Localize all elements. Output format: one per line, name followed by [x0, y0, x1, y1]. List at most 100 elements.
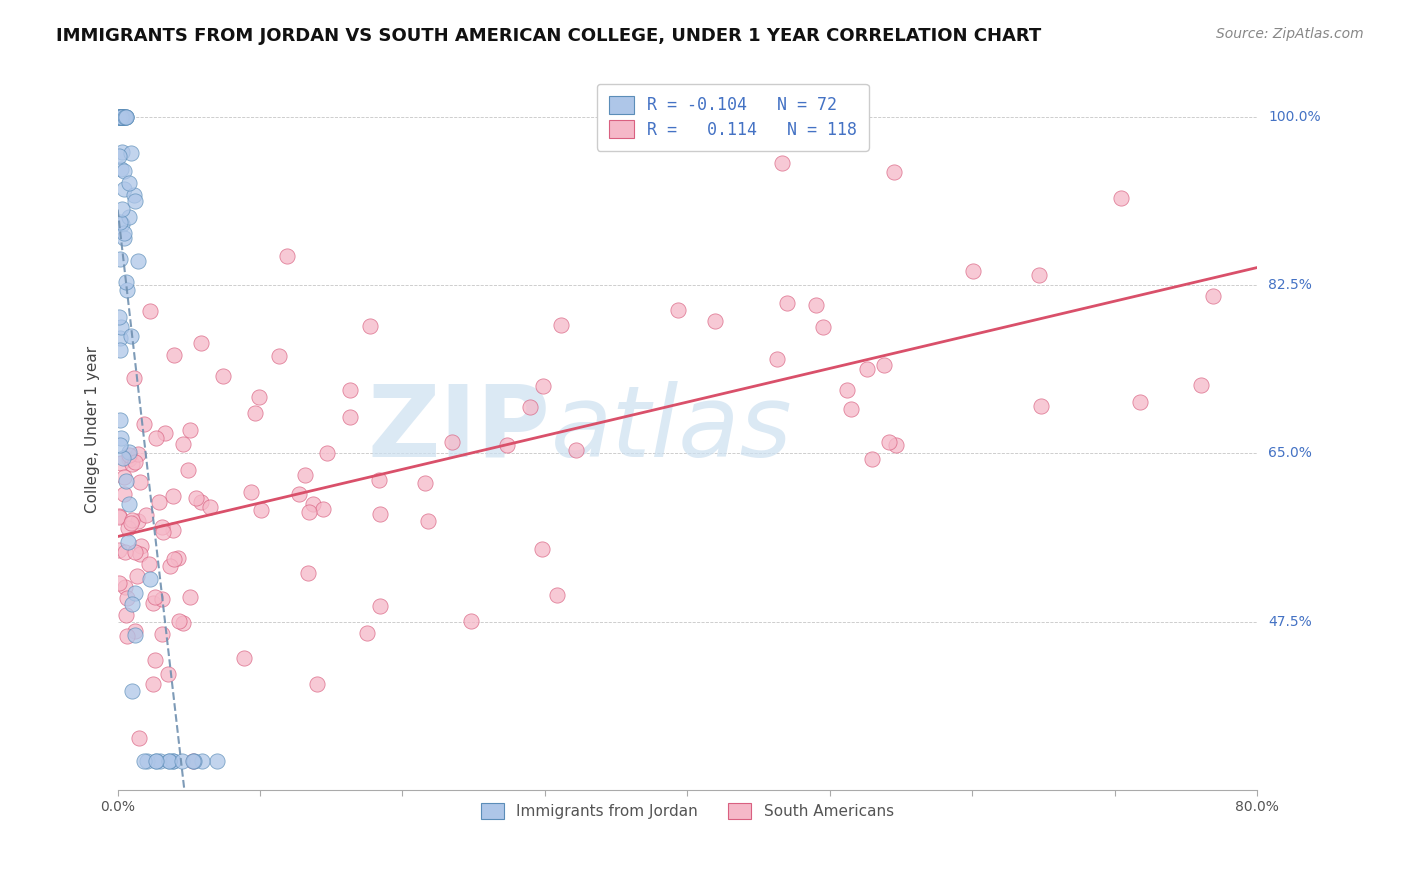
Point — [108, 343, 131, 357]
Point — [108, 510, 131, 524]
Point — [139, 304, 162, 318]
Point — [776, 295, 799, 310]
Text: ZIP: ZIP — [368, 381, 551, 478]
Point — [108, 509, 131, 524]
Point — [162, 754, 184, 768]
Point — [162, 754, 184, 768]
Point — [118, 445, 141, 459]
Point — [114, 475, 136, 489]
Point — [239, 484, 262, 499]
Point — [247, 390, 270, 404]
Point — [172, 754, 194, 768]
Point — [233, 651, 256, 665]
Point — [129, 539, 152, 553]
Point — [150, 591, 173, 606]
Point — [839, 402, 862, 417]
Point — [872, 358, 894, 372]
Point — [198, 500, 221, 515]
Point — [110, 110, 132, 124]
Point — [167, 551, 190, 566]
Point — [122, 187, 145, 202]
Point — [136, 754, 159, 768]
Point — [114, 110, 136, 124]
Point — [108, 575, 131, 590]
Point — [108, 110, 131, 124]
Point — [163, 552, 186, 566]
Point — [111, 451, 134, 466]
Point — [860, 451, 883, 466]
Point — [159, 559, 181, 574]
Text: 47.5%: 47.5% — [1268, 615, 1312, 629]
Text: 82.5%: 82.5% — [1268, 278, 1312, 292]
Point — [115, 629, 138, 643]
Point — [157, 754, 180, 768]
Point — [316, 446, 339, 460]
Point — [122, 371, 145, 385]
Point — [190, 336, 212, 351]
Point — [1111, 191, 1133, 205]
Point — [157, 754, 180, 768]
Point — [1202, 289, 1225, 303]
Point — [440, 435, 463, 450]
Point — [172, 616, 194, 631]
Point — [111, 202, 134, 216]
Point — [368, 507, 391, 521]
Point — [110, 456, 132, 470]
Point — [276, 248, 298, 262]
Point — [110, 413, 132, 427]
Point — [183, 754, 205, 768]
Point — [115, 110, 138, 124]
Point — [156, 666, 179, 681]
Point — [339, 410, 361, 425]
Point — [108, 331, 131, 345]
Point — [302, 497, 325, 511]
Point — [883, 165, 905, 179]
Point — [110, 215, 132, 229]
Point — [177, 463, 200, 477]
Text: atlas: atlas — [551, 381, 792, 478]
Point — [356, 626, 378, 640]
Text: Source: ZipAtlas.com: Source: ZipAtlas.com — [1216, 27, 1364, 41]
Point — [339, 384, 361, 398]
Point — [145, 754, 167, 768]
Point — [519, 400, 541, 414]
Point — [115, 110, 138, 124]
Legend: Immigrants from Jordan, South Americans: Immigrants from Jordan, South Americans — [475, 797, 900, 826]
Point — [108, 310, 131, 325]
Point — [112, 110, 135, 124]
Point — [112, 469, 135, 483]
Point — [531, 541, 554, 556]
Point — [806, 298, 828, 312]
Point — [127, 253, 149, 268]
Point — [312, 502, 335, 516]
Point — [181, 754, 204, 768]
Point — [297, 566, 319, 580]
Point — [125, 569, 148, 583]
Point — [287, 487, 309, 501]
Point — [546, 588, 568, 602]
Point — [167, 615, 190, 629]
Point — [205, 754, 228, 768]
Point — [110, 431, 132, 445]
Point — [368, 473, 391, 487]
Text: 65.0%: 65.0% — [1268, 446, 1312, 460]
Point — [121, 513, 143, 527]
Point — [108, 438, 131, 452]
Point — [564, 442, 586, 457]
Point — [111, 145, 134, 159]
Point — [121, 457, 143, 471]
Point — [142, 676, 165, 690]
Point — [118, 176, 141, 190]
Point — [112, 163, 135, 178]
Point — [1031, 399, 1053, 413]
Point — [115, 110, 138, 124]
Point — [145, 431, 167, 445]
Text: IMMIGRANTS FROM JORDAN VS SOUTH AMERICAN COLLEGE, UNDER 1 YEAR CORRELATION CHART: IMMIGRANTS FROM JORDAN VS SOUTH AMERICAN… — [56, 27, 1042, 45]
Point — [149, 754, 172, 768]
Point — [114, 276, 136, 290]
Point — [112, 227, 135, 241]
Point — [766, 352, 789, 367]
Point — [108, 543, 131, 558]
Point — [112, 487, 135, 501]
Point — [121, 597, 143, 611]
